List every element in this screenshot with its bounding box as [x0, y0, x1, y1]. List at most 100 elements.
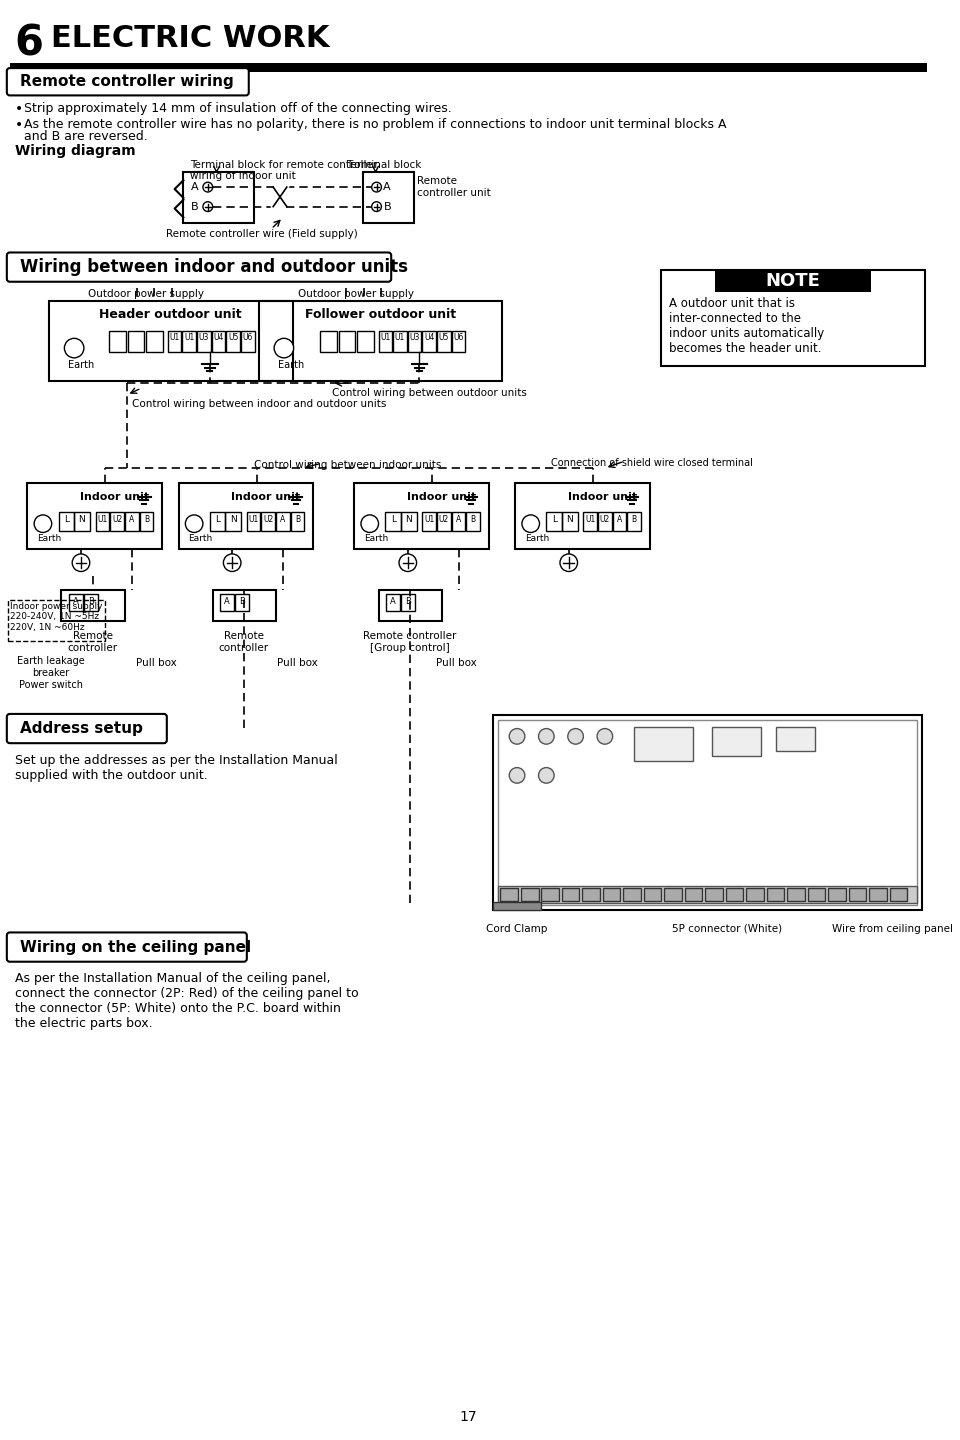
Text: U6: U6 — [243, 334, 253, 343]
Bar — [603, 887, 620, 901]
Text: Strip approximately 14 mm of insulation off of the connecting wires.: Strip approximately 14 mm of insulation … — [24, 102, 452, 115]
Bar — [664, 887, 682, 901]
Bar — [378, 331, 393, 351]
Text: L: L — [63, 516, 69, 524]
Bar — [623, 887, 641, 901]
Text: U1: U1 — [380, 334, 391, 343]
Bar — [179, 482, 313, 549]
Text: Remote controller wire (Field supply): Remote controller wire (Field supply) — [165, 229, 357, 239]
Bar — [128, 331, 144, 351]
Text: L: L — [391, 516, 396, 524]
Bar — [712, 727, 761, 756]
Bar — [521, 887, 539, 901]
Bar — [767, 887, 784, 901]
Bar — [598, 513, 612, 531]
Bar — [357, 331, 373, 351]
Bar — [139, 513, 154, 531]
Circle shape — [35, 516, 52, 533]
Bar — [684, 887, 703, 901]
Text: 17: 17 — [460, 1410, 477, 1424]
Bar — [467, 513, 480, 531]
Circle shape — [224, 554, 241, 572]
Text: Wiring on the ceiling panel: Wiring on the ceiling panel — [19, 939, 251, 955]
Text: U3: U3 — [409, 334, 420, 343]
Text: Cord Clamp: Cord Clamp — [487, 923, 548, 933]
Text: U6: U6 — [453, 334, 464, 343]
Text: Control wiring between indoor units: Control wiring between indoor units — [253, 461, 441, 471]
Text: U2: U2 — [263, 516, 274, 524]
Bar — [109, 331, 126, 351]
Bar — [644, 887, 661, 901]
Bar — [258, 301, 502, 382]
Bar — [146, 331, 163, 351]
Text: N: N — [566, 516, 573, 524]
Text: Earth: Earth — [188, 534, 212, 543]
Text: Control wiring between indoor and outdoor units: Control wiring between indoor and outdoo… — [132, 399, 386, 409]
FancyBboxPatch shape — [7, 933, 247, 962]
Bar — [10, 63, 926, 72]
Bar — [401, 593, 415, 612]
Text: Header outdoor unit: Header outdoor unit — [100, 308, 242, 321]
Bar — [197, 331, 211, 351]
Text: Remote
controller: Remote controller — [67, 631, 118, 652]
Bar — [746, 887, 764, 901]
Text: Connection of shield wire closed terminal: Connection of shield wire closed termina… — [551, 458, 753, 468]
Text: ELECTRIC WORK: ELECTRIC WORK — [51, 24, 329, 53]
Bar — [497, 886, 917, 903]
FancyBboxPatch shape — [7, 252, 392, 282]
Bar — [212, 331, 226, 351]
Text: A: A — [73, 596, 79, 606]
Text: Indoor unit: Indoor unit — [567, 492, 636, 503]
Circle shape — [539, 729, 554, 744]
Bar — [27, 482, 162, 549]
Text: B: B — [632, 516, 636, 524]
Text: Earth: Earth — [37, 534, 61, 543]
Bar — [546, 513, 562, 531]
Text: U1: U1 — [184, 334, 194, 343]
Circle shape — [522, 516, 540, 533]
Bar — [562, 513, 578, 531]
Text: Indoor unit: Indoor unit — [80, 492, 149, 503]
Text: U1: U1 — [97, 516, 108, 524]
Text: Remote
controller unit: Remote controller unit — [417, 176, 491, 197]
Text: B: B — [405, 596, 411, 606]
Bar — [168, 331, 181, 351]
Bar — [661, 271, 924, 366]
Text: U2: U2 — [439, 516, 449, 524]
Text: N: N — [405, 516, 412, 524]
Bar — [394, 331, 407, 351]
Text: Control wiring between outdoor units: Control wiring between outdoor units — [332, 389, 527, 397]
Bar — [320, 331, 337, 351]
Bar — [497, 720, 917, 906]
Bar — [635, 727, 693, 760]
Text: A: A — [391, 596, 396, 606]
Circle shape — [275, 338, 294, 357]
Circle shape — [567, 729, 584, 744]
Text: Pull box: Pull box — [436, 658, 477, 668]
Bar — [84, 593, 98, 612]
Text: B: B — [295, 516, 300, 524]
Bar — [386, 593, 400, 612]
Text: Pull box: Pull box — [277, 658, 318, 668]
Text: 5P connector (White): 5P connector (White) — [672, 923, 781, 933]
Bar — [500, 887, 518, 901]
Bar — [291, 513, 304, 531]
Text: Follower outdoor unit: Follower outdoor unit — [305, 308, 456, 321]
Text: U5: U5 — [439, 334, 449, 343]
Text: N: N — [229, 516, 236, 524]
Text: Terminal block: Terminal block — [347, 160, 421, 170]
FancyBboxPatch shape — [7, 68, 249, 95]
Bar — [437, 331, 450, 351]
Text: A: A — [129, 516, 134, 524]
Bar — [363, 173, 414, 223]
Text: B: B — [383, 202, 391, 212]
Bar — [408, 331, 421, 351]
FancyBboxPatch shape — [7, 714, 167, 743]
Circle shape — [509, 729, 525, 744]
Bar — [74, 513, 89, 531]
Circle shape — [509, 768, 525, 783]
Circle shape — [185, 516, 203, 533]
Bar — [612, 513, 626, 531]
Text: A: A — [191, 181, 199, 192]
Bar — [492, 903, 541, 910]
